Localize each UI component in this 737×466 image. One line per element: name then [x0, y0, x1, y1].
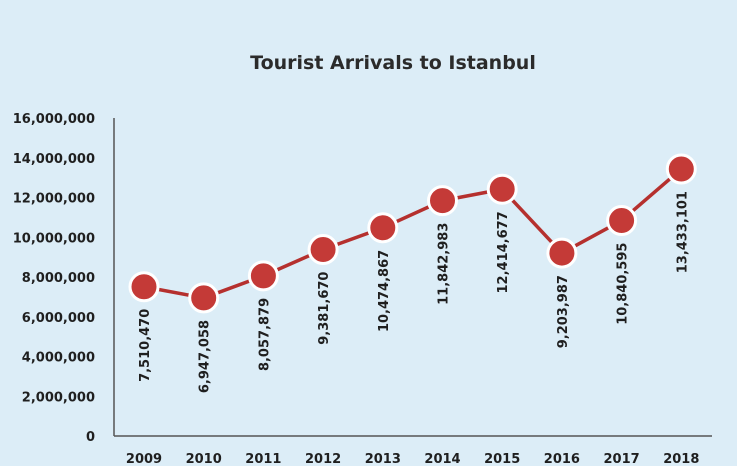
data-label: 8,057,879	[257, 298, 272, 371]
x-axis-ticks: 2009 2010 2011 2012 2013 2014 2015 2016 2017 2018	[126, 452, 699, 466]
x-tick-label: 2012	[305, 452, 341, 466]
x-tick-label: 2010	[186, 452, 222, 466]
data-point-marker	[486, 173, 518, 205]
data-label: 10,840,595	[616, 243, 631, 325]
x-tick-label: 2018	[663, 452, 699, 466]
data-label: 9,203,987	[556, 275, 571, 348]
data-point-marker	[546, 237, 578, 269]
y-tick-label: 10,000,000	[13, 231, 95, 246]
data-point-marker	[128, 271, 160, 303]
data-point-marker	[307, 234, 339, 266]
data-label: 10,474,867	[377, 250, 392, 332]
axes	[113, 118, 712, 437]
x-tick-label: 2009	[126, 452, 162, 466]
y-tick-label: 6,000,000	[22, 311, 95, 326]
y-tick-label: 4,000,000	[22, 351, 95, 366]
x-tick-label: 2013	[365, 452, 401, 466]
data-point-marker	[606, 205, 638, 237]
y-tick-label: 8,000,000	[22, 271, 95, 286]
x-tick-label: 2011	[245, 452, 281, 466]
data-point-marker	[427, 185, 458, 217]
x-tick-label: 2015	[484, 452, 520, 466]
data-point-marker	[247, 260, 279, 292]
data-label: 13,433,101	[675, 191, 690, 273]
data-point-marker	[188, 282, 220, 314]
series-line-path	[143, 167, 683, 300]
data-label: 7,510,470	[138, 309, 153, 382]
data-point-marker	[665, 153, 697, 185]
y-tick-label: 12,000,000	[13, 192, 95, 207]
data-label: 6,947,058	[198, 320, 213, 393]
x-tick-label: 2017	[604, 452, 640, 466]
y-tick-label: 14,000,000	[13, 152, 95, 167]
y-tick-label: 0	[86, 430, 95, 445]
chart-title: Tourist Arrivals to Istanbul	[250, 52, 536, 74]
series-line	[128, 153, 697, 314]
data-label: 12,414,677	[496, 211, 511, 293]
x-tick-label: 2014	[424, 452, 460, 466]
y-tick-label: 2,000,000	[22, 390, 95, 405]
data-labels: 7,510,470 6,947,058 8,057,879 9,381,670 10,4…	[138, 191, 690, 393]
y-axis-ticks: 0 2,000,000 4,000,000 6,000,000 8,000,000 10,…	[13, 112, 95, 445]
data-label: 11,842,983	[437, 223, 452, 305]
data-point-marker	[367, 212, 399, 244]
y-tick-label: 16,000,000	[13, 112, 95, 127]
x-tick-label: 2016	[544, 452, 580, 466]
data-label: 9,381,670	[317, 272, 332, 345]
